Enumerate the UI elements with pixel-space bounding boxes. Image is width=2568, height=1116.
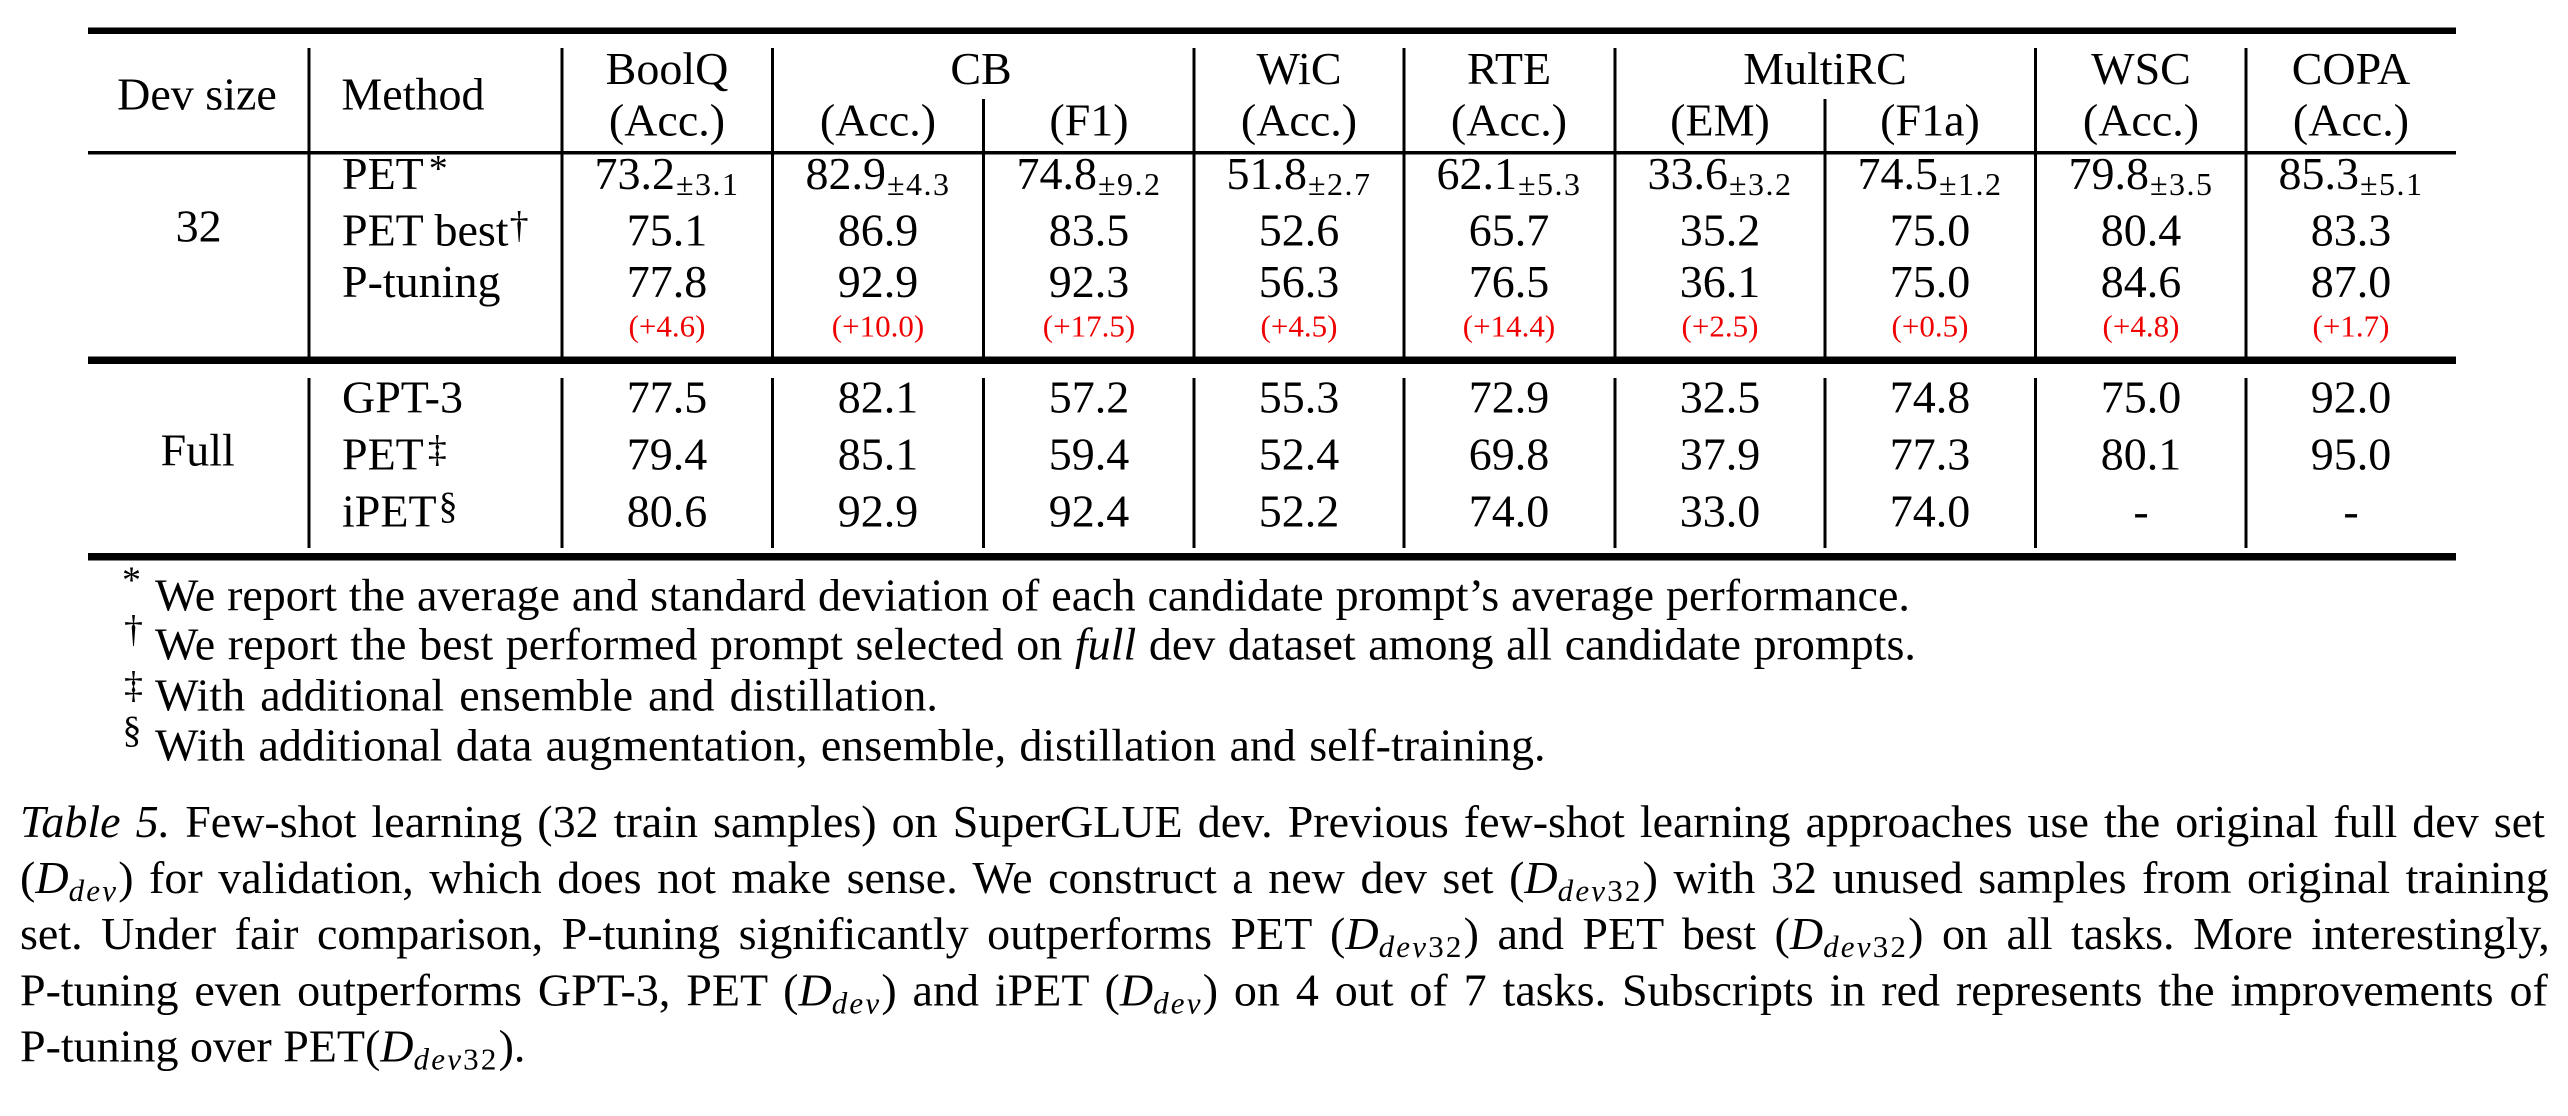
svg-text:74.0: 74.0 bbox=[1469, 486, 1550, 537]
svg-text:(F1): (F1) bbox=[1049, 95, 1128, 146]
svg-text:82.1: 82.1 bbox=[838, 371, 919, 422]
svg-text:72.9: 72.9 bbox=[1469, 371, 1550, 422]
svg-text:PET best†: PET best† bbox=[342, 205, 529, 256]
svg-text:(Acc.): (Acc.) bbox=[1451, 95, 1567, 146]
svg-text:80.1: 80.1 bbox=[2101, 428, 2182, 479]
svg-text:WSC: WSC bbox=[2091, 43, 2191, 94]
svg-text:Method: Method bbox=[341, 69, 484, 120]
svg-text:32: 32 bbox=[176, 201, 222, 252]
svg-text:52.4: 52.4 bbox=[1259, 428, 1340, 479]
svg-text:57.2: 57.2 bbox=[1049, 371, 1130, 422]
svg-text:set. Under fair comparison, P-: set. Under fair comparison, P-tuning sig… bbox=[20, 908, 2550, 964]
svg-text:(EM): (EM) bbox=[1670, 95, 1770, 146]
svg-text:62.1±5.3: 62.1±5.3 bbox=[1436, 148, 1581, 202]
svg-text:77.3: 77.3 bbox=[1890, 428, 1971, 479]
svg-text:Full: Full bbox=[161, 425, 235, 476]
svg-text:92.3: 92.3 bbox=[1049, 256, 1130, 307]
svg-text:Table 5. Few-shot learning (32: Table 5. Few-shot learning (32 train sam… bbox=[20, 796, 2545, 847]
svg-text:52.2: 52.2 bbox=[1259, 486, 1340, 537]
svg-text:52.6: 52.6 bbox=[1259, 205, 1340, 256]
svg-text:37.9: 37.9 bbox=[1680, 428, 1761, 479]
svg-text:56.3: 56.3 bbox=[1259, 256, 1340, 307]
svg-text:(+4.8): (+4.8) bbox=[2103, 308, 2180, 343]
svg-text:(Ddev) for validation, which d: (Ddev) for validation, which does not ma… bbox=[20, 852, 2549, 908]
svg-text:(Acc.): (Acc.) bbox=[609, 95, 725, 146]
svg-text:P-tuning even outperforms GPT-: P-tuning even outperforms GPT-3, PET (Dd… bbox=[20, 964, 2548, 1020]
svg-text:74.0: 74.0 bbox=[1890, 486, 1971, 537]
svg-text:With additional data augmentat: With additional data augmentation, ensem… bbox=[155, 720, 1546, 771]
svg-text:RTE: RTE bbox=[1467, 43, 1551, 94]
svg-text:(F1a): (F1a) bbox=[1880, 95, 1980, 146]
svg-text:75.0: 75.0 bbox=[1890, 205, 1971, 256]
svg-text:51.8±2.7: 51.8±2.7 bbox=[1226, 148, 1371, 202]
svg-text:55.3: 55.3 bbox=[1259, 371, 1340, 422]
svg-text:Dev size: Dev size bbox=[117, 69, 277, 120]
svg-text:86.9: 86.9 bbox=[838, 205, 919, 256]
svg-text:(+1.7): (+1.7) bbox=[2313, 308, 2390, 343]
svg-text:We report the average and stan: We report the average and standard devia… bbox=[155, 569, 1910, 620]
svg-text:(Acc.): (Acc.) bbox=[1241, 95, 1357, 146]
svg-text:32.5: 32.5 bbox=[1680, 371, 1761, 422]
svg-text:33.0: 33.0 bbox=[1680, 486, 1761, 537]
svg-text:-: - bbox=[2343, 486, 2358, 537]
svg-text:92.9: 92.9 bbox=[838, 486, 919, 537]
svg-text:(Acc.): (Acc.) bbox=[2293, 95, 2409, 146]
svg-text:(Acc.): (Acc.) bbox=[820, 95, 936, 146]
svg-text:P-tuning: P-tuning bbox=[342, 256, 500, 307]
svg-text:§: § bbox=[123, 710, 142, 752]
svg-text:75.0: 75.0 bbox=[1890, 256, 1971, 307]
svg-text:85.1: 85.1 bbox=[838, 428, 919, 479]
svg-text:95.0: 95.0 bbox=[2311, 428, 2392, 479]
svg-text:†: † bbox=[124, 609, 143, 651]
svg-text:74.8±9.2: 74.8±9.2 bbox=[1016, 148, 1161, 202]
svg-text:With additional ensemble and d: With additional ensemble and distillatio… bbox=[155, 669, 938, 720]
svg-text:74.5±1.2: 74.5±1.2 bbox=[1857, 148, 2002, 202]
svg-text:92.4: 92.4 bbox=[1049, 486, 1130, 537]
svg-text:(+4.5): (+4.5) bbox=[1261, 308, 1338, 343]
svg-text:GPT-3: GPT-3 bbox=[342, 371, 463, 422]
svg-text:77.8: 77.8 bbox=[627, 256, 708, 307]
svg-text:COPA: COPA bbox=[2292, 43, 2410, 94]
svg-text:69.8: 69.8 bbox=[1469, 428, 1550, 479]
svg-text:(+17.5): (+17.5) bbox=[1043, 308, 1135, 343]
svg-text:(+2.5): (+2.5) bbox=[1682, 308, 1759, 343]
svg-text:83.3: 83.3 bbox=[2311, 205, 2392, 256]
svg-text:76.5: 76.5 bbox=[1469, 256, 1550, 307]
svg-text:MultiRC: MultiRC bbox=[1743, 43, 1907, 94]
svg-text:We report the best performed p: We report the best performed prompt sele… bbox=[155, 619, 1916, 670]
svg-text:80.4: 80.4 bbox=[2101, 205, 2182, 256]
svg-text:(+10.0): (+10.0) bbox=[832, 308, 924, 343]
svg-text:87.0: 87.0 bbox=[2311, 256, 2392, 307]
svg-text:84.6: 84.6 bbox=[2101, 256, 2182, 307]
svg-text:WiC: WiC bbox=[1256, 43, 1341, 94]
svg-text:77.5: 77.5 bbox=[627, 371, 708, 422]
svg-text:92.9: 92.9 bbox=[838, 256, 919, 307]
svg-text:36.1: 36.1 bbox=[1680, 256, 1761, 307]
svg-text:*: * bbox=[122, 559, 141, 601]
svg-text:35.2: 35.2 bbox=[1680, 205, 1761, 256]
svg-text:CB: CB bbox=[950, 43, 1011, 94]
svg-text:83.5: 83.5 bbox=[1049, 205, 1130, 256]
svg-text:BoolQ: BoolQ bbox=[606, 43, 729, 94]
svg-text:80.6: 80.6 bbox=[627, 486, 708, 537]
svg-text:(Acc.): (Acc.) bbox=[2083, 95, 2199, 146]
svg-text:(+0.5): (+0.5) bbox=[1892, 308, 1969, 343]
svg-text:74.8: 74.8 bbox=[1890, 371, 1971, 422]
svg-text:59.4: 59.4 bbox=[1049, 428, 1130, 479]
svg-text:(+14.4): (+14.4) bbox=[1463, 308, 1555, 343]
svg-text:‡: ‡ bbox=[124, 665, 143, 707]
svg-text:65.7: 65.7 bbox=[1469, 205, 1550, 256]
svg-text:92.0: 92.0 bbox=[2311, 371, 2392, 422]
svg-text:-: - bbox=[2133, 486, 2148, 537]
svg-text:(+4.6): (+4.6) bbox=[629, 308, 706, 343]
svg-text:75.0: 75.0 bbox=[2101, 371, 2182, 422]
svg-text:75.1: 75.1 bbox=[627, 205, 708, 256]
svg-text:79.4: 79.4 bbox=[627, 428, 708, 479]
svg-text:P-tuning over PET(Ddev32).: P-tuning over PET(Ddev32). bbox=[20, 1021, 525, 1077]
